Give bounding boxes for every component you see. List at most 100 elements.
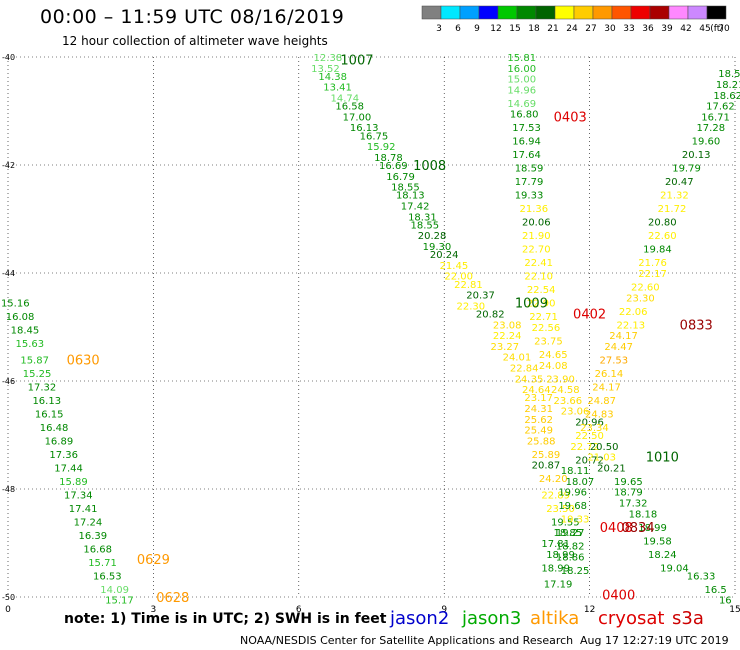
wave-height-value: 19.55 (551, 517, 580, 528)
wave-height-value: 22.54 (527, 285, 556, 296)
wave-height-value: 22.84 (510, 364, 539, 375)
wave-height-value: 22.10 (524, 272, 553, 283)
wave-height-value: 15.63 (15, 339, 44, 350)
wave-height-value: 16.13 (350, 123, 379, 134)
wave-height-value: 15.25 (23, 369, 52, 380)
wave-height-value: 22.90 (527, 299, 556, 310)
wave-height-value: 16.08 (6, 312, 35, 323)
timestamp-text: Aug 17 12:27:19 UTC 2019 (580, 634, 729, 647)
wave-height-value: 24.47 (604, 342, 633, 353)
wave-height-value: 20.50 (590, 442, 619, 453)
wave-height-value: 21.72 (658, 204, 687, 215)
wave-height-value: 22.71 (529, 312, 558, 323)
wave-height-value: 17.28 (696, 123, 725, 134)
wave-height-value: 17.19 (544, 580, 573, 591)
footer-note: note: 1) Time is in UTC; 2) SWH is in fe… (64, 611, 387, 627)
wave-height-value: 16.33 (687, 571, 716, 582)
wave-height-value: 24.35 (515, 374, 544, 385)
satellite-label-altika: altika (530, 608, 580, 629)
wave-height-value: 17.42 (401, 202, 430, 213)
wave-height-value: 15.16 (1, 299, 30, 310)
wave-height-value: 13.41 (323, 83, 352, 94)
wave-height-value: 16.68 (83, 544, 112, 555)
wave-height-value: 14.09 (100, 585, 129, 596)
wave-height-value: 20.96 (575, 418, 604, 429)
wave-height-value: 22.30 (457, 301, 486, 312)
wave-height-value: 18.62 (713, 91, 740, 102)
wave-height-value: 18.59 (515, 164, 544, 175)
y-tick-label: -42 (2, 161, 15, 170)
wave-height-value: 24.65 (539, 350, 568, 361)
y-tick-label: -46 (2, 377, 15, 386)
color-scale-tick: 27 (585, 24, 596, 34)
wave-height-value: 20.80 (648, 218, 677, 229)
wave-height-value: 20.24 (430, 250, 459, 261)
wave-height-value: 18.85 (553, 528, 582, 539)
wave-height-value: 16.79 (386, 172, 415, 183)
wave-height-value: 16.94 (512, 137, 541, 148)
wave-height-value: 25.88 (527, 436, 556, 447)
wave-height-value: 15.87 (20, 355, 49, 366)
wave-height-value: 22.06 (619, 307, 648, 318)
wave-height-value: 18.55 (391, 183, 420, 194)
color-scale-tick: 18 (528, 24, 540, 34)
wave-height-value: 18.79 (614, 488, 643, 499)
pass-time-label: 0402 (573, 308, 606, 323)
wave-height-value: 22.70 (522, 245, 551, 256)
y-tick-label: -44 (2, 269, 15, 278)
wave-height-value: 19.68 (558, 501, 587, 512)
wave-height-value: 18.99 (541, 563, 570, 574)
wave-height-value: 18.99 (638, 523, 667, 534)
credit-text: NOAA/NESDIS Center for Satellite Applica… (240, 634, 574, 647)
wave-height-value: 18.45 (11, 326, 40, 337)
wave-height-value: 22.17 (638, 269, 667, 280)
wave-height-value: 24.31 (524, 404, 553, 415)
wave-height-value: 18.13 (396, 191, 425, 202)
wave-height-value: 16.15 (35, 409, 64, 420)
x-tick-label: 9 (441, 605, 447, 615)
wave-height-value: 25.49 (524, 426, 553, 437)
wave-height-value: 16.75 (360, 131, 389, 142)
color-scale-legend: 3 6 9 12 15 18 21 24 27 30 33 36 39 42 45 70(ft) (421, 5, 730, 34)
wave-height-value: 24.83 (585, 409, 614, 420)
wave-height-value: 16.13 (32, 396, 61, 407)
wave-height-value: 22.00 (444, 272, 473, 283)
wave-height-value: 16.5 (704, 585, 726, 596)
color-scale-tick: 3 (436, 24, 442, 34)
wave-height-value: 16.53 (93, 571, 122, 582)
pass-time-label: 1007 (340, 54, 373, 69)
wave-height-value: 18.82 (556, 542, 585, 553)
wave-height-value: 20.82 (476, 310, 505, 321)
wave-height-value: 16.71 (701, 112, 730, 123)
wave-height-value: 18.18 (629, 509, 658, 520)
wave-height-value: 21.32 (660, 191, 689, 202)
wave-height-value: 16.80 (510, 110, 539, 121)
wave-height-value: 22.72 (570, 442, 599, 453)
wave-height-value: 17.64 (512, 150, 541, 161)
wave-height-value: 25.62 (524, 415, 553, 426)
satellite-label-jason2: jason2 (390, 608, 450, 629)
wave-height-value: 21.03 (587, 453, 616, 464)
pass-time-label: 0629 (137, 553, 170, 568)
wave-height-value: 14.69 (507, 99, 536, 110)
wave-height-value: 20.13 (682, 150, 711, 161)
wave-height-value: 22.81 (454, 280, 483, 291)
wave-height-value: 20.87 (532, 461, 561, 472)
wave-height-value: 15.17 (105, 596, 134, 607)
color-scale-unit: (ft) (710, 24, 724, 34)
wave-height-value: 19.79 (672, 164, 701, 175)
wave-height-value: 18.11 (561, 466, 590, 477)
wave-height-value: 19.84 (643, 245, 672, 256)
wave-height-value: 17.41 (69, 504, 98, 515)
pass-time-label: 0403 (554, 110, 587, 125)
wave-height-value: 20.28 (418, 231, 447, 242)
wave-height-value: 19.58 (643, 536, 672, 547)
pass-time-label: 0628 (156, 591, 189, 606)
pass-time-label: 1009 (515, 297, 548, 312)
wave-height-value: 17.62 (706, 102, 735, 113)
wave-height-value: 27.53 (600, 355, 629, 366)
wave-height-value: 18.24 (648, 550, 677, 561)
wave-height-value: 16.58 (335, 102, 364, 113)
wave-height-value: 15.81 (507, 53, 536, 64)
